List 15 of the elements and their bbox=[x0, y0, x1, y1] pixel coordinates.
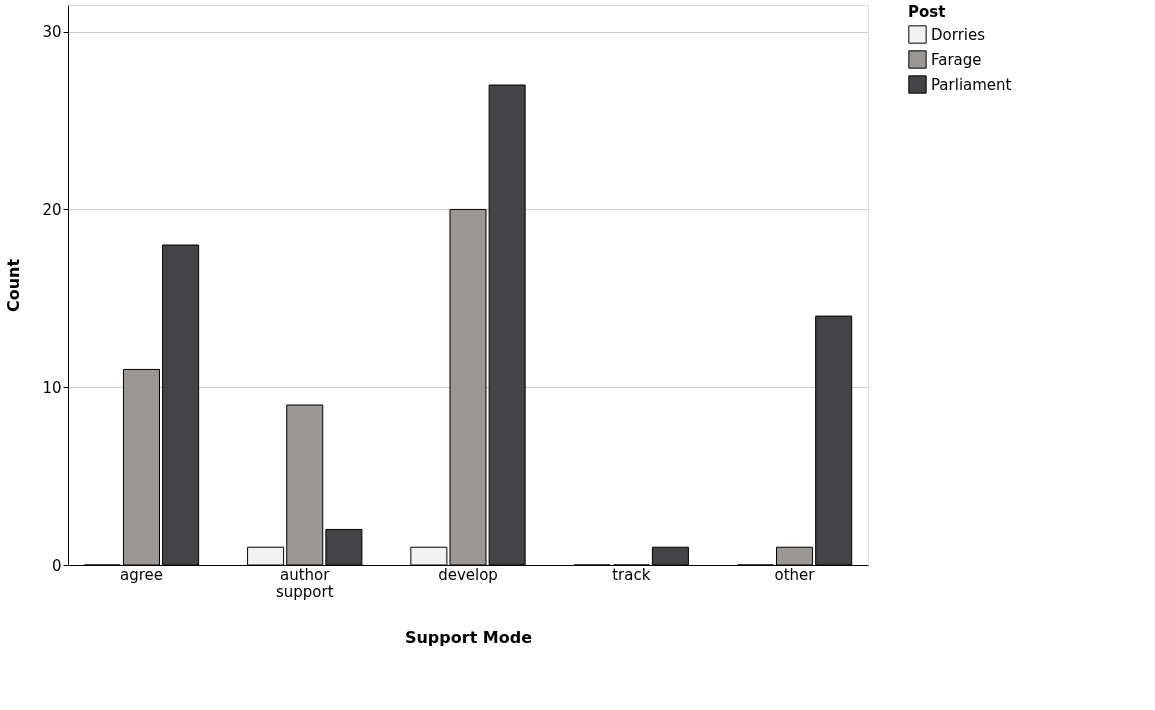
legend-label: Farage bbox=[931, 50, 982, 69]
legend-label: Dorries bbox=[931, 25, 986, 44]
x-tick-label: track bbox=[612, 565, 651, 584]
legend-title: Post bbox=[908, 3, 946, 21]
y-tick-label: 20 bbox=[42, 200, 62, 219]
x-axis-title: Support Mode bbox=[404, 627, 533, 647]
x-tick-label: agree bbox=[119, 565, 163, 584]
y-axis-title: Count bbox=[4, 258, 24, 313]
x-tick-label: author support bbox=[275, 565, 334, 601]
y-tick-label: 10 bbox=[42, 378, 62, 397]
y-tick-label: 30 bbox=[42, 23, 62, 42]
y-tick-label: 0 bbox=[51, 556, 62, 575]
x-tick-label: develop bbox=[438, 565, 498, 584]
legend-label: Parliament bbox=[931, 75, 1012, 94]
x-tick-label: other bbox=[774, 565, 816, 584]
